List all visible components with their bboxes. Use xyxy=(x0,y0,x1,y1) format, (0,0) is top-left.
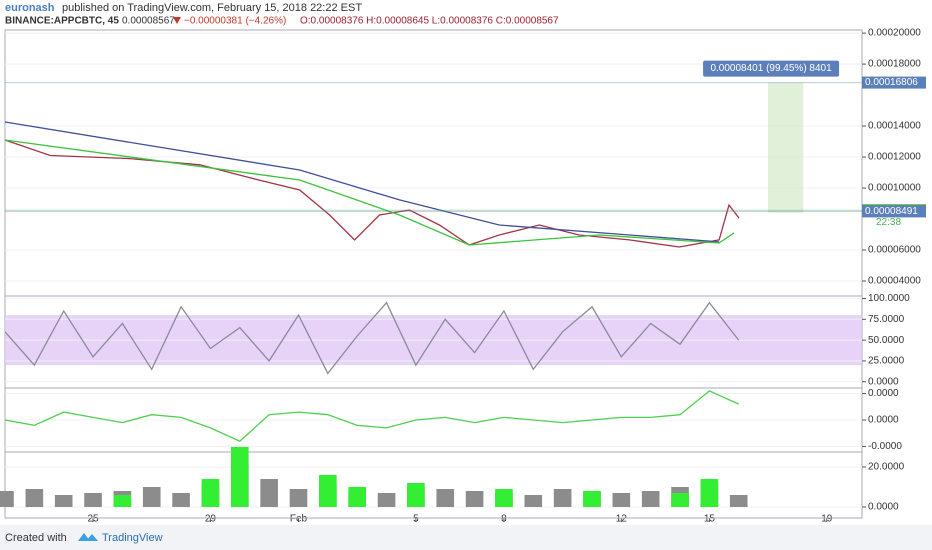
symbol: BINANCE:APPCBTC, 45 xyxy=(5,16,119,27)
measure-area xyxy=(768,82,804,213)
price-tag xyxy=(862,205,926,218)
volume-bar xyxy=(641,491,660,507)
volume-bar xyxy=(172,493,190,507)
footer-brand[interactable]: TradingView xyxy=(102,532,163,544)
volume-bar xyxy=(407,483,425,507)
x-tick-label: 5 xyxy=(413,514,419,525)
y-tick-label: 100.0000 xyxy=(868,293,910,304)
countdown: 22:38 xyxy=(876,217,901,228)
volume-bar xyxy=(671,493,689,507)
y-tick-label: 0.00004000 xyxy=(868,276,921,287)
x-tick-label: Feb xyxy=(290,514,308,525)
volume-bar xyxy=(436,489,455,507)
volume-bar xyxy=(113,495,132,507)
x-tick-label: 25 xyxy=(87,514,99,525)
volume-bar xyxy=(729,495,748,507)
series-line xyxy=(4,121,720,243)
volume-bar xyxy=(495,489,513,507)
series-line xyxy=(4,390,739,442)
volume-bar xyxy=(201,479,220,507)
volume-bar xyxy=(553,489,572,507)
volume-bar xyxy=(25,489,44,507)
y-tick-label: 0.0000 xyxy=(868,415,899,426)
y-tick-label: 0.00006000 xyxy=(868,245,921,256)
price-tag-label: 0.00016806 xyxy=(865,77,918,88)
volume-bar xyxy=(230,447,249,507)
down-arrow xyxy=(173,17,181,24)
footer-created: Created with xyxy=(5,532,67,544)
volume-bar xyxy=(54,495,73,507)
y-tick-label: -0.0000 xyxy=(868,441,902,452)
change: −0.00000381 (−4.26%) xyxy=(184,16,286,27)
volume-bar xyxy=(319,475,337,507)
x-tick-label: 12 xyxy=(616,514,628,525)
y-tick-label: 0.00014000 xyxy=(868,121,921,132)
y-tick-label: 0.0000 xyxy=(868,376,899,387)
volume-bar xyxy=(524,495,543,507)
published: published on TradingView.com, February 1… xyxy=(62,2,362,14)
volume-bar xyxy=(289,489,308,507)
volume-bar xyxy=(260,479,278,507)
y-tick-label: 0.00012000 xyxy=(868,152,921,163)
measure-label: 0.00008401 (99.45%) 8401 xyxy=(710,63,832,74)
volume-bar xyxy=(84,493,102,507)
volume-bar xyxy=(583,491,601,507)
y-tick-label: 25.0000 xyxy=(868,356,905,367)
volume-bar xyxy=(377,493,396,507)
y-tick-label: 20.0000 xyxy=(868,462,905,473)
y-tick-label: 0.0000 xyxy=(868,502,899,513)
y-tick-label: 0.00010000 xyxy=(868,183,921,194)
price-tag-label: 0.00008491 xyxy=(865,206,918,217)
x-tick-label: 19 xyxy=(821,514,833,525)
panel xyxy=(4,451,863,519)
y-tick-label: 0.0000 xyxy=(868,388,899,399)
price-tag xyxy=(862,76,926,89)
volume-bar xyxy=(142,487,161,507)
volume-bar xyxy=(612,493,631,507)
author[interactable]: euronash xyxy=(5,2,55,14)
y-tick-label: 50.0000 xyxy=(868,335,905,346)
ohlc: O:0.00008376 H:0.00008645 L:0.00008376 C… xyxy=(300,16,559,27)
y-tick-label: 75.0000 xyxy=(868,314,905,325)
y-tick-label: 0.00018000 xyxy=(868,59,921,70)
series-line xyxy=(4,301,740,375)
volume-bar xyxy=(465,491,484,507)
volume-bar xyxy=(348,487,366,507)
volume-bar xyxy=(700,479,719,507)
x-tick-label: 29 xyxy=(205,514,217,525)
measure-box xyxy=(703,60,840,77)
volume-bar xyxy=(0,491,14,507)
y-tick-label: 0.00020000 xyxy=(868,28,921,39)
x-tick-label: 8 xyxy=(501,514,507,525)
logo xyxy=(78,533,98,541)
last-price: 0.00008567 xyxy=(122,16,175,27)
series-line xyxy=(4,139,735,246)
x-tick-label: 15 xyxy=(704,514,716,525)
footer-bar xyxy=(0,525,932,550)
